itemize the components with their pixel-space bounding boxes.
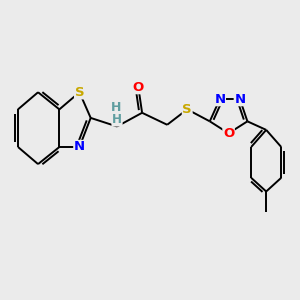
Text: N: N (74, 140, 85, 154)
Text: S: S (75, 86, 84, 99)
Text: N: N (214, 93, 225, 106)
Text: O: O (223, 127, 234, 140)
Text: H: H (111, 101, 122, 114)
Text: S: S (182, 103, 192, 116)
Text: H: H (112, 113, 122, 126)
Text: N: N (234, 93, 245, 106)
Text: O: O (133, 81, 144, 94)
